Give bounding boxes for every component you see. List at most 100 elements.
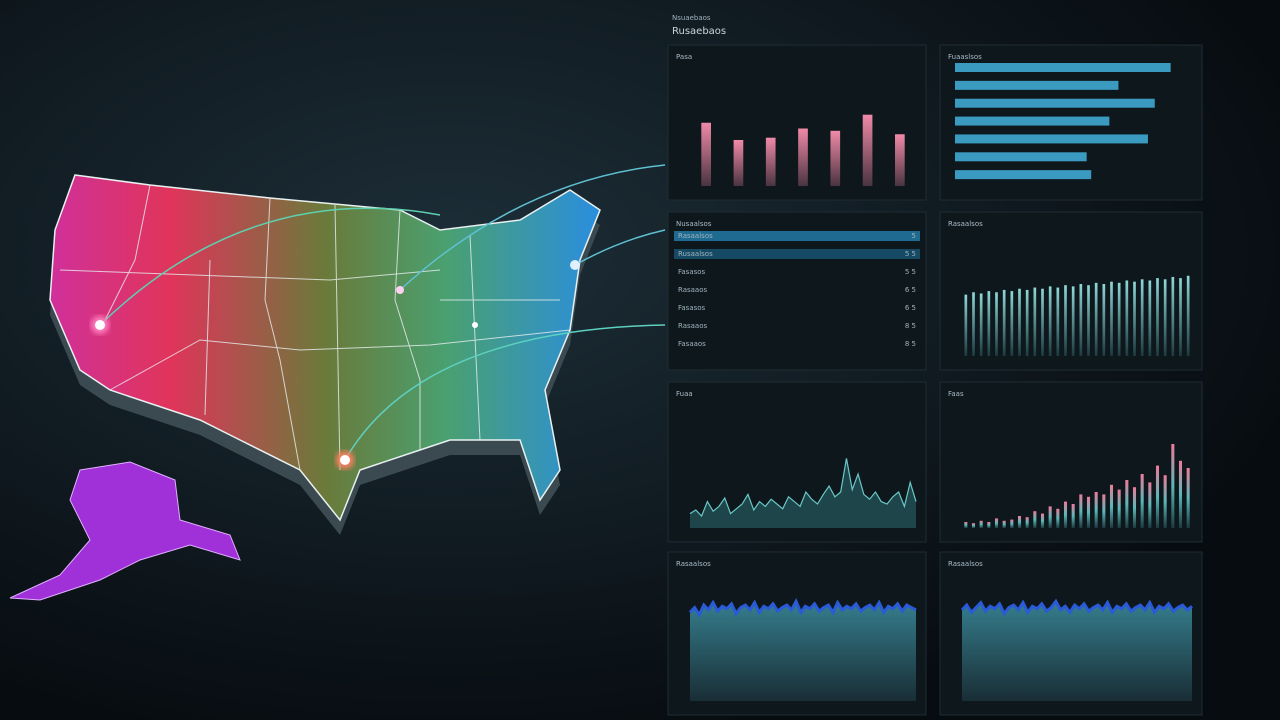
row-value: 5 5 <box>905 268 916 276</box>
bar <box>1048 506 1052 528</box>
bar <box>1163 279 1167 356</box>
line <box>689 458 917 518</box>
hbar <box>955 152 1087 162</box>
row-label: Fasasos <box>678 304 706 312</box>
bar <box>1071 286 1075 356</box>
area <box>690 458 916 528</box>
bar <box>1033 511 1037 528</box>
bar <box>1178 460 1183 528</box>
hbar <box>955 116 1110 126</box>
row-label: Fasasos <box>678 268 706 276</box>
bar <box>1186 468 1190 528</box>
bar <box>964 522 968 528</box>
bar <box>1002 520 1006 528</box>
bar <box>1048 286 1052 356</box>
bar <box>1010 519 1014 528</box>
panel-title: Faas <box>948 390 964 398</box>
bar <box>1125 480 1129 528</box>
hbar <box>955 170 1092 180</box>
bar <box>1087 285 1090 356</box>
bar <box>964 294 968 356</box>
bar <box>1132 487 1137 528</box>
bar <box>765 137 776 186</box>
hbar <box>955 63 1171 72</box>
bar <box>1140 279 1144 356</box>
bar <box>733 140 744 186</box>
row-label: Fasaaos <box>678 340 706 348</box>
row-highlight <box>674 249 920 259</box>
line <box>688 597 917 619</box>
state-lines <box>59 184 571 471</box>
bar <box>1063 501 1068 528</box>
header-title: Rusaebaos <box>672 26 726 37</box>
bar <box>895 134 905 186</box>
bar <box>1040 513 1045 528</box>
bar <box>701 122 711 186</box>
panel <box>667 44 927 201</box>
panel-title: Fuaaslsos <box>948 53 982 61</box>
panel-title: Rasaalsos <box>948 560 983 568</box>
bar <box>1186 275 1190 356</box>
panels: Pasa Fuaaslsos Nusaalsos Rasaalsos 5 Rusaalso… <box>667 44 1203 716</box>
bar <box>1140 474 1144 528</box>
bar <box>1079 494 1083 528</box>
markers <box>91 260 580 469</box>
bar <box>987 291 991 356</box>
map-alaska <box>9 461 241 601</box>
row-label: Rasaaos <box>678 286 708 294</box>
bar <box>1056 508 1060 528</box>
bar <box>971 523 976 528</box>
hbar <box>955 80 1119 90</box>
bar <box>1148 482 1152 528</box>
row-value: 8 5 <box>905 322 916 330</box>
bar <box>1002 289 1006 356</box>
panel-title: Rasaalsos <box>948 220 983 228</box>
bar <box>1109 484 1114 528</box>
bar <box>1117 282 1121 356</box>
row-label: Rasaalsos <box>678 232 713 240</box>
bar <box>994 518 999 528</box>
bar <box>1148 280 1152 356</box>
panel-title: Pasa <box>676 53 692 61</box>
row-value: 6 5 <box>905 304 916 312</box>
bar <box>1094 282 1098 356</box>
bar <box>1102 494 1106 528</box>
row-value: 6 5 <box>905 286 916 294</box>
panel <box>939 381 1203 543</box>
bar <box>862 114 873 186</box>
panel-title: Rasaalsos <box>676 560 711 568</box>
bar <box>1133 281 1136 356</box>
row-value: 5 5 <box>905 250 916 258</box>
row-highlight <box>674 231 920 241</box>
row-value: 8 5 <box>905 340 916 348</box>
panel-title: Fuaa <box>676 390 693 398</box>
row-value: 5 <box>912 232 916 240</box>
row-label: Rusaalsos <box>678 250 713 258</box>
bar <box>830 130 841 186</box>
bar <box>1117 489 1121 528</box>
area <box>962 601 1192 701</box>
area <box>690 601 916 701</box>
bar <box>1064 285 1067 356</box>
bar <box>1163 475 1167 528</box>
bar <box>1179 278 1182 356</box>
bar <box>798 128 808 186</box>
hbar <box>955 98 1155 108</box>
bar <box>1156 278 1159 356</box>
bar <box>1171 276 1175 356</box>
row-label: Rasaaos <box>678 322 708 330</box>
bar <box>1102 284 1106 356</box>
bar <box>972 292 975 356</box>
panel-title: Nusaalsos <box>676 220 712 228</box>
bar <box>987 522 991 528</box>
bar <box>979 293 983 356</box>
arcs <box>99 164 666 461</box>
bar <box>1056 287 1060 356</box>
bar <box>1155 465 1160 528</box>
bar <box>1071 504 1075 528</box>
bar <box>1079 284 1083 356</box>
bar <box>1010 291 1014 356</box>
bar <box>1041 288 1044 356</box>
